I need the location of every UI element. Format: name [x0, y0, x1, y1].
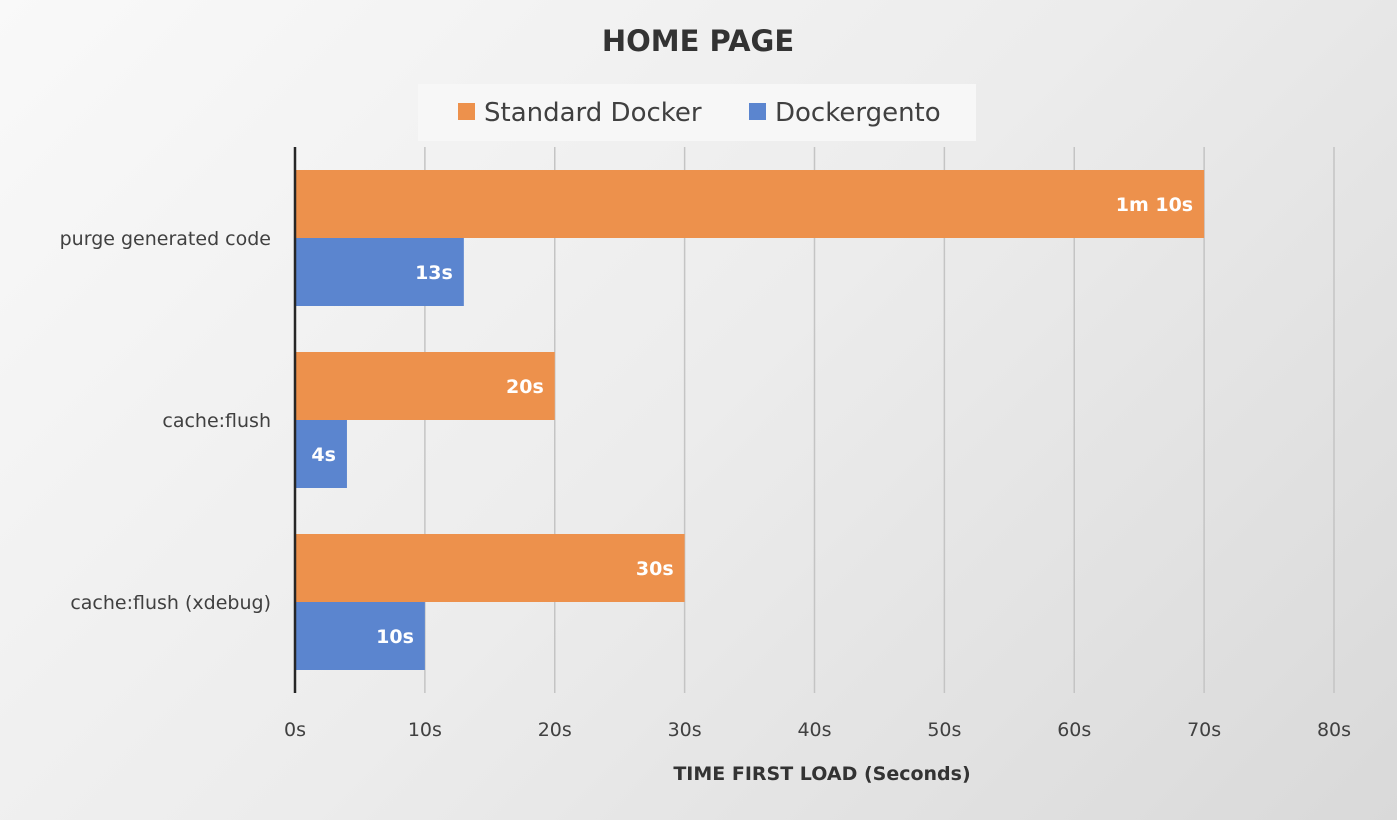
bar [295, 534, 685, 602]
legend-label: Standard Docker [484, 98, 702, 128]
bar [295, 352, 555, 420]
x-axis-title: TIME FIRST LOAD (Seconds) [673, 763, 970, 785]
x-tick-label: 50s [927, 719, 961, 741]
bars [295, 170, 1205, 670]
data-labels: 1m 10s 13s 20s 4s 30s 10s [311, 194, 1193, 648]
x-tick-label: 0s [284, 719, 306, 741]
legend-background [418, 84, 976, 141]
x-tick-label: 80s [1317, 719, 1351, 741]
data-label: 20s [506, 376, 544, 398]
bar [295, 170, 1205, 238]
x-tick-label: 70s [1187, 719, 1221, 741]
category-label: cache:flush [162, 410, 271, 432]
chart-title: HOME PAGE [602, 24, 794, 58]
legend: Standard Docker Dockergento [418, 84, 976, 141]
legend-swatch [749, 103, 766, 120]
category-label: purge generated code [60, 228, 271, 250]
data-label: 4s [311, 444, 336, 466]
category-label: cache:flush (xdebug) [70, 592, 271, 614]
legend-swatch [458, 103, 475, 120]
x-tick-label: 20s [538, 719, 572, 741]
bar [295, 238, 464, 306]
legend-label: Dockergento [775, 98, 941, 128]
x-tick-label: 60s [1057, 719, 1091, 741]
x-tick-label: 10s [408, 719, 442, 741]
x-tick-labels: 0s 10s 20s 30s 40s 50s 60s 70s 80s [284, 719, 1351, 741]
bar [295, 602, 425, 670]
data-label: 1m 10s [1116, 194, 1193, 216]
data-label: 13s [415, 262, 453, 284]
category-labels: purge generated code cache:flush cache:flu… [60, 228, 271, 614]
x-tick-label: 40s [797, 719, 831, 741]
data-label: 30s [636, 558, 674, 580]
data-label: 10s [376, 626, 414, 648]
x-tick-label: 30s [668, 719, 702, 741]
bar [295, 420, 347, 488]
